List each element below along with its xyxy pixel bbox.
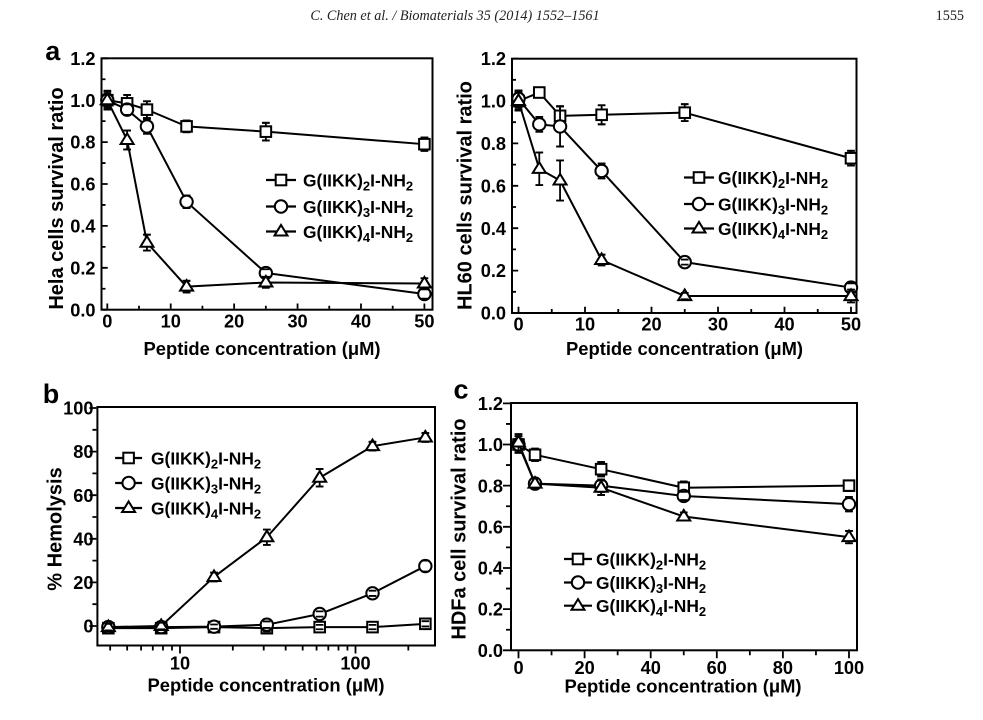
svg-text:HL60 cells survival ratio: HL60 cells survival ratio xyxy=(455,81,477,310)
svg-text:G(IIKK)3I-NH2: G(IIKK)3I-NH2 xyxy=(596,573,706,596)
svg-text:0: 0 xyxy=(83,617,93,637)
svg-text:0.6: 0.6 xyxy=(70,175,95,195)
svg-text:1.2: 1.2 xyxy=(478,394,503,414)
svg-text:0.8: 0.8 xyxy=(481,134,506,154)
svg-text:40: 40 xyxy=(641,658,661,678)
svg-text:1.2: 1.2 xyxy=(70,49,95,69)
svg-text:30: 30 xyxy=(287,312,307,332)
svg-text:40: 40 xyxy=(774,315,794,335)
svg-text:b: b xyxy=(43,379,60,409)
svg-text:60: 60 xyxy=(73,486,93,506)
svg-text:Peptide concentration (μM): Peptide concentration (μM) xyxy=(147,675,384,696)
svg-text:c: c xyxy=(453,375,468,405)
svg-text:G(IIKK)4I-NH2: G(IIKK)4I-NH2 xyxy=(718,219,828,242)
svg-text:10: 10 xyxy=(161,312,181,332)
svg-text:40: 40 xyxy=(73,529,93,549)
svg-text:0.0: 0.0 xyxy=(478,641,503,661)
svg-text:Hela cells survival ratio: Hela cells survival ratio xyxy=(46,87,68,309)
svg-text:0.8: 0.8 xyxy=(70,133,95,153)
svg-text:1.2: 1.2 xyxy=(481,49,506,69)
svg-text:Peptide concentration (μM): Peptide concentration (μM) xyxy=(564,676,801,697)
svg-text:50: 50 xyxy=(841,315,861,335)
svg-text:80: 80 xyxy=(73,442,93,462)
svg-text:G(IIKK)2I-NH2: G(IIKK)2I-NH2 xyxy=(718,168,828,191)
svg-text:G(IIKK)2I-NH2: G(IIKK)2I-NH2 xyxy=(151,448,261,471)
svg-text:Peptide concentration (μM): Peptide concentration (μM) xyxy=(566,338,803,359)
svg-text:a: a xyxy=(45,36,61,66)
svg-text:0.0: 0.0 xyxy=(481,304,506,324)
svg-text:0: 0 xyxy=(102,312,112,332)
svg-text:20: 20 xyxy=(73,573,93,593)
svg-text:100: 100 xyxy=(834,658,864,678)
svg-text:Peptide concentration (μM): Peptide concentration (μM) xyxy=(143,338,380,359)
svg-text:100: 100 xyxy=(63,399,93,419)
svg-text:40: 40 xyxy=(351,312,371,332)
svg-text:20: 20 xyxy=(574,658,594,678)
svg-text:0.2: 0.2 xyxy=(478,600,503,620)
svg-text:G(IIKK)2I-NH2: G(IIKK)2I-NH2 xyxy=(596,549,706,572)
svg-text:G(IIKK)2I-NH2: G(IIKK)2I-NH2 xyxy=(303,170,413,193)
svg-text:0.4: 0.4 xyxy=(481,219,507,239)
svg-text:1.0: 1.0 xyxy=(481,92,506,112)
svg-text:10: 10 xyxy=(575,315,595,335)
svg-text:G(IIKK)4I-NH2: G(IIKK)4I-NH2 xyxy=(596,596,706,619)
svg-text:0.6: 0.6 xyxy=(481,176,506,196)
svg-text:20: 20 xyxy=(224,312,244,332)
svg-text:G(IIKK)4I-NH2: G(IIKK)4I-NH2 xyxy=(303,222,413,245)
svg-text:0.2: 0.2 xyxy=(70,258,95,278)
svg-text:G(IIKK)4I-NH2: G(IIKK)4I-NH2 xyxy=(151,498,261,521)
svg-text:0.4: 0.4 xyxy=(478,559,504,579)
svg-text:0: 0 xyxy=(513,658,523,678)
svg-text:0.6: 0.6 xyxy=(478,517,503,537)
svg-text:0.2: 0.2 xyxy=(481,261,506,281)
svg-text:HDFa cell survival ratio: HDFa cell survival ratio xyxy=(449,418,471,639)
svg-text:0.0: 0.0 xyxy=(70,300,95,320)
svg-text:50: 50 xyxy=(414,312,434,332)
svg-text:30: 30 xyxy=(708,315,728,335)
svg-text:1.0: 1.0 xyxy=(478,435,503,455)
svg-text:G(IIKK)3I-NH2: G(IIKK)3I-NH2 xyxy=(151,473,261,496)
svg-text:60: 60 xyxy=(707,658,727,678)
svg-text:1.0: 1.0 xyxy=(70,91,95,111)
svg-text:G(IIKK)3I-NH2: G(IIKK)3I-NH2 xyxy=(303,197,413,220)
svg-text:80: 80 xyxy=(773,658,793,678)
svg-text:100: 100 xyxy=(340,654,370,674)
svg-text:0.8: 0.8 xyxy=(478,476,503,496)
svg-text:G(IIKK)3I-NH2: G(IIKK)3I-NH2 xyxy=(718,194,828,217)
svg-text:% Hemolysis: % Hemolysis xyxy=(45,467,67,590)
svg-text:0.4: 0.4 xyxy=(70,217,96,237)
svg-text:10: 10 xyxy=(170,654,190,674)
svg-text:20: 20 xyxy=(641,315,661,335)
svg-text:0: 0 xyxy=(513,315,523,335)
